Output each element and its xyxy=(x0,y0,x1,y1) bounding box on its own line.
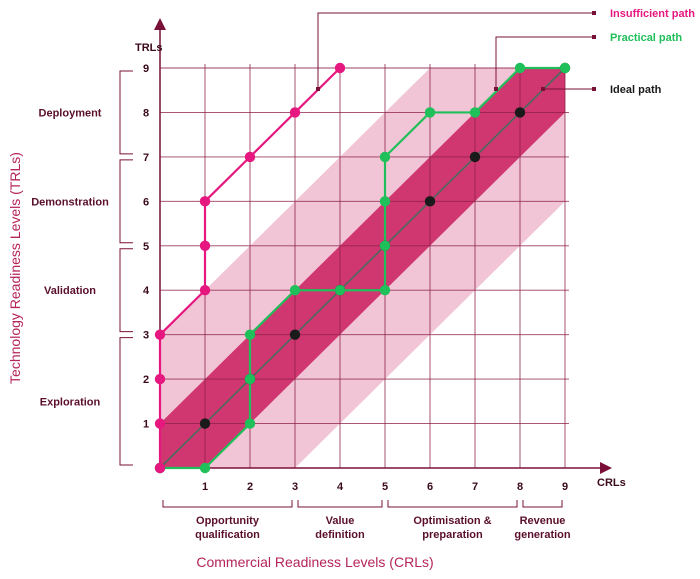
x-stage-label-1-0: Value xyxy=(326,515,355,527)
ideal-path-point-6 xyxy=(424,196,436,207)
y-axis-title: Technology Readiness Levels (TRLs) xyxy=(7,152,23,384)
y-tick-label-1: 1 xyxy=(143,419,149,431)
x-stage-bracket-1 xyxy=(297,500,383,508)
practical-path-callout-anchor xyxy=(494,87,498,91)
practical-path-callout-end xyxy=(592,35,596,39)
ideal-path-point-1 xyxy=(199,418,211,429)
ideal-path-point-8 xyxy=(514,107,526,118)
x-axis-short-label: CRLs xyxy=(597,477,626,489)
insufficient-path-point-8 xyxy=(289,107,301,118)
y-tick-label-2: 2 xyxy=(143,374,149,386)
y-tick-label-9: 9 xyxy=(143,63,149,75)
y-tick-label-5: 5 xyxy=(143,241,149,253)
practical-path-point-4 xyxy=(244,329,256,340)
stage-brackets: Opportunity qualification Value definition O… xyxy=(31,70,571,541)
insufficient-path-point-5 xyxy=(199,240,211,251)
y-stage-bracket-0 xyxy=(119,337,133,466)
insufficient-path-point-2 xyxy=(154,373,166,385)
ideal-path-callout-end xyxy=(592,87,596,91)
practical-path-point-10 xyxy=(379,151,391,163)
y-axis-short-label: TRLs xyxy=(135,42,163,54)
y-tick-label-3: 3 xyxy=(143,330,149,342)
y-tick-label-4: 4 xyxy=(143,285,150,297)
ideal-path-point-7 xyxy=(469,151,481,163)
x-axis-title: Commercial Readiness Levels (CRLs) xyxy=(196,554,433,570)
x-stage-label-0-1: qualification xyxy=(195,529,260,541)
insufficient-path-point-3 xyxy=(154,329,166,340)
practical-path-point-7 xyxy=(379,285,391,296)
y-tick-label-6: 6 xyxy=(143,196,149,208)
ideal-path-point-3 xyxy=(289,329,301,340)
insufficient-path-point-9 xyxy=(334,62,346,74)
y-tick-label-8: 8 xyxy=(143,107,149,119)
series-points xyxy=(154,62,571,474)
grid-lines xyxy=(160,64,569,468)
insufficient-path-point-4 xyxy=(199,285,211,296)
x-stage-bracket-2 xyxy=(387,500,518,508)
x-tick-label-4: 4 xyxy=(337,481,344,493)
ideal-path-callout-anchor xyxy=(541,87,545,91)
x-stage-bracket-3 xyxy=(522,500,563,508)
x-tick-label-7: 7 xyxy=(472,481,478,493)
y-stage-label-1: Validation xyxy=(44,285,96,297)
y-stage-label-3: Deployment xyxy=(39,107,102,119)
practical-path-point-1 xyxy=(199,462,211,474)
x-stage-label-3-0: Revenue xyxy=(520,515,566,527)
y-stage-bracket-2 xyxy=(119,159,133,244)
x-stage-label-0-0: Opportunity xyxy=(196,515,260,527)
x-tick-label-5: 5 xyxy=(382,481,388,493)
practical-path-point-6 xyxy=(334,285,346,296)
practical-path-point-8 xyxy=(379,240,391,251)
x-tick-label-8: 8 xyxy=(517,481,523,493)
x-stage-label-1-1: definition xyxy=(315,529,365,541)
practical-path-callout-line xyxy=(495,36,594,89)
practical-path-point-14 xyxy=(559,62,571,74)
y-stage-label-2: Demonstration xyxy=(31,196,109,208)
x-stage-bracket-0 xyxy=(162,500,293,508)
y-stage-label-0: Exploration xyxy=(40,396,101,408)
x-stage-label-3-1: generation xyxy=(514,529,571,541)
practical-path-point-13 xyxy=(514,62,526,74)
insufficient-path-point-7 xyxy=(244,151,256,163)
insufficient-path-callout-end xyxy=(592,11,596,15)
x-tick-label-6: 6 xyxy=(427,481,433,493)
x-tick-label-2: 2 xyxy=(247,481,253,493)
y-tick-labels: 1 2 3 4 5 6 7 8 9 xyxy=(143,63,150,431)
y-stage-bracket-1 xyxy=(119,248,133,333)
practical-path-legend-label: Practical path xyxy=(610,32,682,44)
practical-path-point-3 xyxy=(244,373,256,385)
insufficient-path-legend-label: Insufficient path xyxy=(610,8,695,20)
x-stage-label-2-1: preparation xyxy=(422,529,483,541)
x-stage-label-2-0: Optimisation & xyxy=(413,515,491,527)
y-tick-label-7: 7 xyxy=(143,152,149,164)
legend: Insufficient path Practical path Ideal pat… xyxy=(316,8,695,96)
insufficient-path-point-0 xyxy=(154,462,166,474)
practical-path-point-2 xyxy=(244,418,256,429)
ideal-path-line xyxy=(159,67,566,469)
series-lines xyxy=(158,66,566,470)
ideal-path-legend-label: Ideal path xyxy=(610,84,662,96)
y-stage-bracket-3 xyxy=(119,70,133,155)
practical-path-point-12 xyxy=(469,107,481,118)
practical-path-point-5 xyxy=(289,285,301,296)
insufficient-path-point-6 xyxy=(199,196,211,207)
insufficient-path-line xyxy=(158,67,341,468)
insufficient-path-point-1 xyxy=(154,418,166,429)
x-tick-label-3: 3 xyxy=(292,481,298,493)
x-tick-labels: 1 2 3 4 5 6 7 8 9 xyxy=(202,481,568,493)
practical-path-point-11 xyxy=(424,107,436,118)
insufficient-path-callout-line xyxy=(317,12,594,89)
x-tick-label-9: 9 xyxy=(562,481,568,493)
practical-path-point-9 xyxy=(379,196,391,207)
insufficient-path-callout-anchor xyxy=(316,87,320,91)
x-tick-label-1: 1 xyxy=(202,481,208,493)
